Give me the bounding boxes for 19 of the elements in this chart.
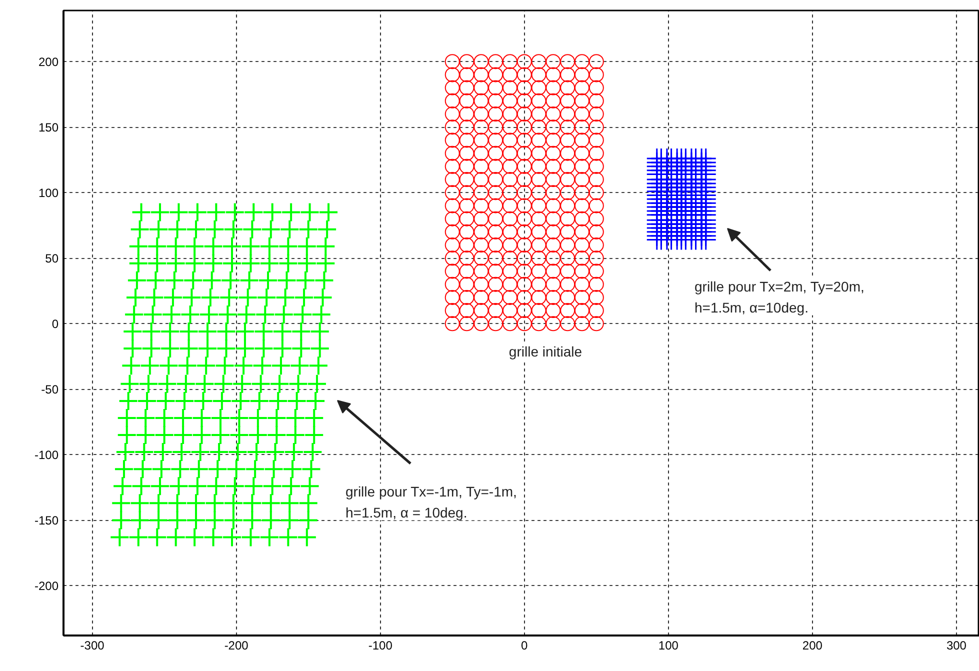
x-tick-label: 300	[946, 638, 967, 652]
y-tick-label: 0	[52, 317, 59, 332]
y-tick-label: -50	[41, 382, 59, 397]
y-tick-label: -150	[34, 514, 59, 528]
y-tick-label: 150	[38, 120, 59, 135]
x-tick-label: -100	[368, 638, 393, 652]
x-tick-label: -200	[224, 638, 249, 652]
annotation: grille pour Tx=2m, Ty=20m, h=1.5m, α=10deg.	[694, 278, 864, 316]
y-tick-label: 50	[45, 252, 59, 266]
annotation: grille pour Tx=-1m, Ty=-1m, h=1.5m, α = 10deg.	[346, 484, 517, 520]
x-tick-label: 0	[521, 638, 528, 652]
x-tick-label: 100	[658, 638, 679, 652]
x-tick-label: -300	[80, 638, 105, 652]
y-tick-label: 100	[38, 186, 59, 200]
y-tick-label: 200	[38, 55, 59, 70]
annotation: grille initiale	[508, 344, 582, 360]
x-tick-label: 200	[802, 638, 823, 652]
y-tick-label: -200	[34, 579, 59, 594]
y-tick-label: -100	[34, 448, 59, 462]
